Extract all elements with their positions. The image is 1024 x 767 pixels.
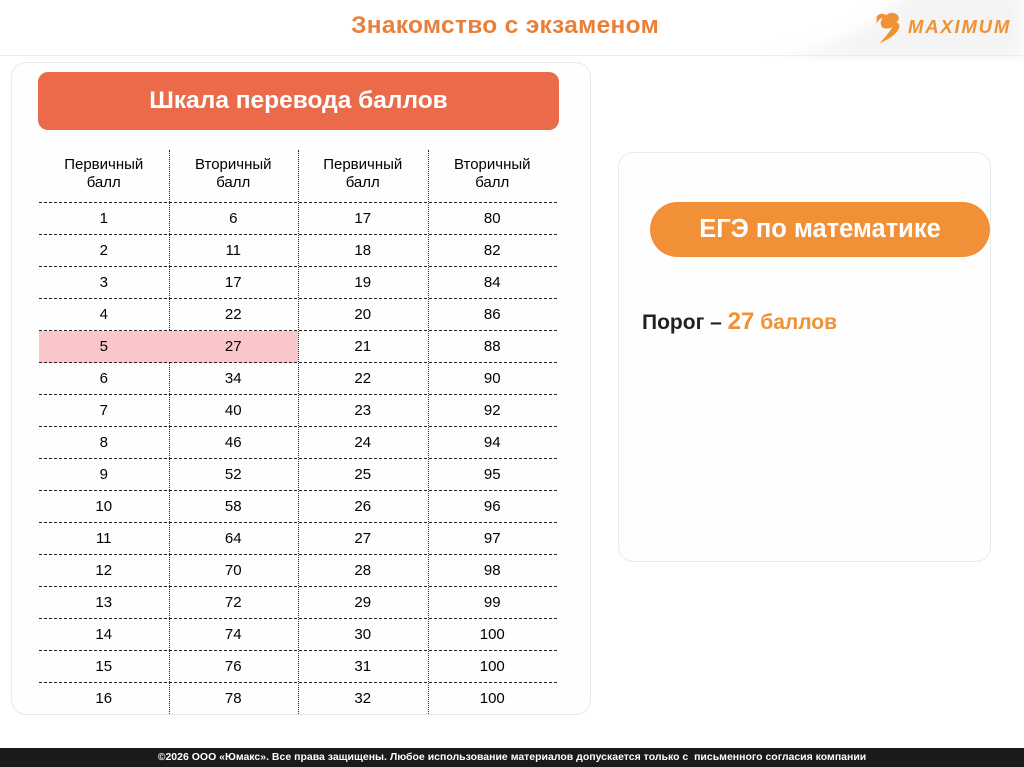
svg-text:MAXIMUM: MAXIMUM <box>908 16 1011 37</box>
